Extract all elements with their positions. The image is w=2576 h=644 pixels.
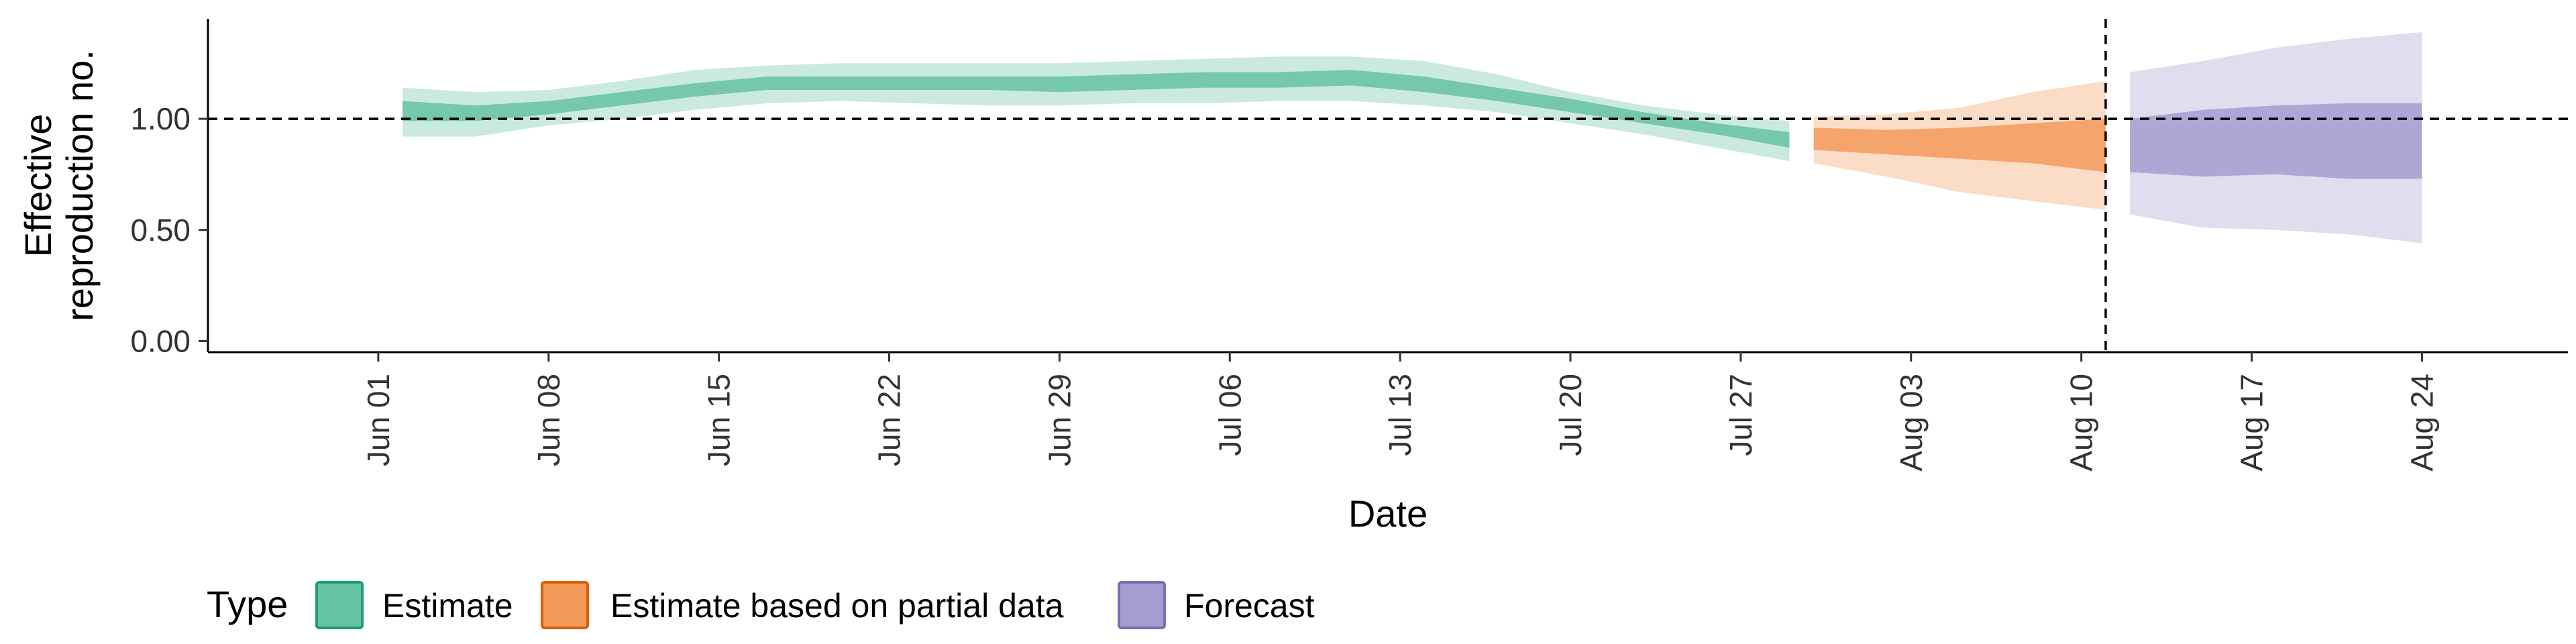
y-axis-title-line: reproduction no. <box>58 50 101 321</box>
x-tick-label: Aug 10 <box>2064 374 2099 472</box>
x-tick-label: Jul 20 <box>1553 374 1588 456</box>
y-tick-label: 0.00 <box>130 323 191 358</box>
x-tick-label: Aug 03 <box>1894 374 1929 472</box>
y-tick-label: 1.00 <box>130 101 191 136</box>
estimate-band-50 <box>402 70 1790 148</box>
legend-key-estimate-based-on-partial-data <box>541 581 589 629</box>
x-tick-label: Jul 06 <box>1212 374 1247 456</box>
legend: Type Estimate Estimate based on partial d… <box>207 581 1315 629</box>
x-tick-label: Jun 08 <box>531 374 566 466</box>
x-tick-labels: Jun 01 Jun 08 Jun 15 Jun 22 Jun 29 Jul 06 Jul … <box>361 374 2439 472</box>
x-axis-title: Date <box>1348 492 1428 535</box>
legend-key-estimate <box>315 581 364 629</box>
x-tick-label: Jul 27 <box>1723 374 1758 456</box>
legend-key-forecast <box>1118 581 1166 629</box>
y-axis-title: Effectivereproduction no. <box>17 50 101 321</box>
forecast-band-50 <box>2130 103 2422 179</box>
y-tick-label: 0.50 <box>130 213 191 248</box>
x-tick-label: Jun 22 <box>872 374 907 466</box>
y-tick-labels: 0.00 0.50 1.00 <box>130 101 191 358</box>
legend-label-estimate: Estimate <box>382 587 513 625</box>
legend-label-estimate-based-on-partial-data: Estimate based on partial data <box>610 587 1064 625</box>
legend-label-forecast: Forecast <box>1184 587 1315 625</box>
x-tick-label: Jun 01 <box>361 374 396 466</box>
x-tick-label: Jun 29 <box>1042 374 1077 466</box>
x-tick-label: Aug 24 <box>2404 374 2439 472</box>
estimate-based-on-partial-data-band-50 <box>1813 119 2106 172</box>
y-axis-title-line: Effective <box>17 114 59 258</box>
reference-lines <box>208 19 2568 352</box>
legend-title: Type <box>207 583 288 625</box>
axes <box>199 19 2568 362</box>
x-tick-label: Aug 17 <box>2235 374 2269 472</box>
plot-bands <box>402 32 2422 244</box>
x-tick-label: Jun 15 <box>702 374 737 466</box>
x-tick-label: Jul 13 <box>1383 374 1417 456</box>
